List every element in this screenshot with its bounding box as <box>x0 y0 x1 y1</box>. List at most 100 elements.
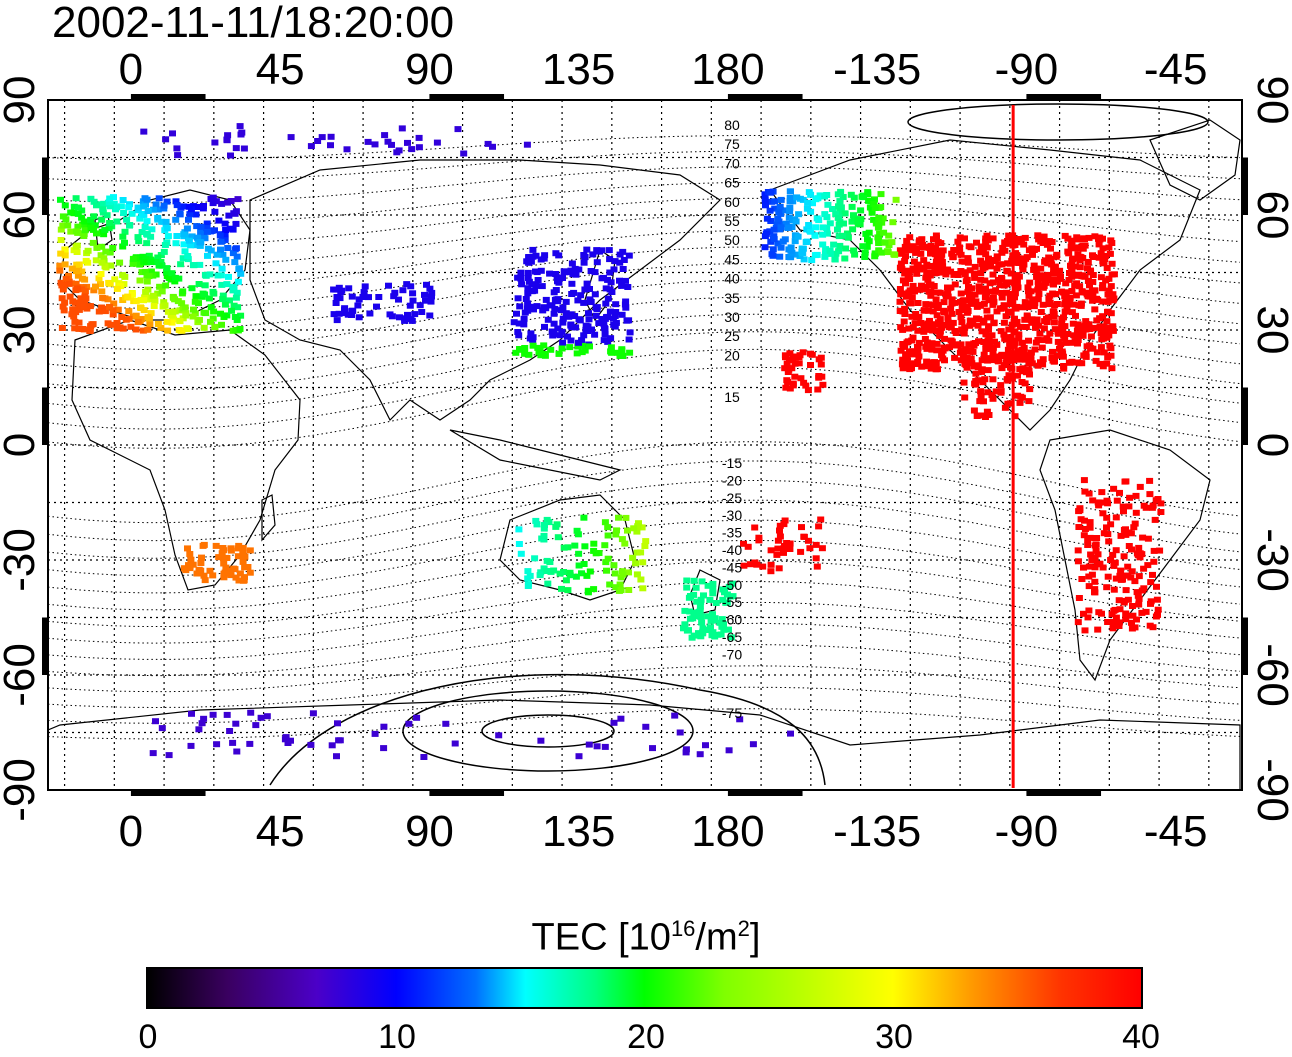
tec-point <box>837 188 845 195</box>
tec-point <box>518 281 526 288</box>
tec-point <box>239 558 247 565</box>
tec-point <box>217 246 224 253</box>
tec-point <box>1074 547 1082 554</box>
tec-point <box>586 286 593 292</box>
tec-point <box>981 277 989 284</box>
tec-point <box>209 711 217 718</box>
tec-point <box>744 543 752 550</box>
tec-point <box>360 289 368 296</box>
tec-point <box>885 232 893 239</box>
tec-point <box>198 554 205 561</box>
tec-point <box>931 251 939 258</box>
tec-point <box>795 211 803 218</box>
tec-point <box>1122 616 1130 623</box>
tec-point <box>950 271 958 278</box>
contour-label: 20 <box>724 347 740 363</box>
tec-point <box>1099 285 1106 292</box>
tec-point <box>1147 598 1155 605</box>
tec-point <box>1146 622 1154 629</box>
tec-point <box>1085 583 1093 590</box>
tec-point <box>182 312 190 319</box>
tec-point <box>881 239 889 246</box>
tec-point <box>1016 399 1024 406</box>
tec-point <box>896 298 904 305</box>
tec-point <box>1034 282 1042 289</box>
tec-point <box>783 360 791 367</box>
tec-point <box>968 285 976 292</box>
tec-point <box>533 521 541 528</box>
left-lat-label: -90 <box>0 758 44 822</box>
top-lon-label: 135 <box>542 45 615 94</box>
tec-point <box>961 271 969 278</box>
tec-point <box>1105 538 1113 545</box>
tec-point <box>909 334 917 341</box>
tec-point <box>936 316 944 323</box>
tec-point <box>179 203 187 210</box>
tec-point <box>428 289 436 296</box>
tec-point <box>201 282 209 289</box>
tec-point <box>1079 332 1087 339</box>
tec-point <box>803 205 811 212</box>
tec-point <box>903 242 911 249</box>
tec-point <box>966 356 974 363</box>
tec-point <box>523 141 531 148</box>
tec-point <box>777 244 785 251</box>
tec-point <box>1074 321 1082 328</box>
tec-point <box>1110 271 1118 278</box>
tec-point <box>1116 606 1124 613</box>
tec-point <box>460 150 468 157</box>
tec-point <box>908 313 916 320</box>
tec-point <box>591 331 599 338</box>
tec-point <box>121 228 129 235</box>
tec-point <box>1081 322 1089 329</box>
tec-point <box>97 281 104 288</box>
tec-point <box>327 133 335 140</box>
tec-point <box>223 711 231 718</box>
tec-point <box>521 309 529 316</box>
tec-point <box>791 360 799 367</box>
tec-point <box>951 354 959 361</box>
tec-point <box>196 242 204 249</box>
tec-point <box>155 195 163 202</box>
tec-point <box>861 249 869 256</box>
tec-point <box>977 276 985 283</box>
tec-point <box>221 301 229 308</box>
tec-point <box>610 266 618 273</box>
tec-point <box>996 261 1004 268</box>
tec-point <box>897 347 905 354</box>
tec-point <box>814 386 822 393</box>
tec-point <box>629 554 637 561</box>
top-lon-label: 45 <box>256 45 305 94</box>
tec-point <box>1097 344 1105 351</box>
tec-point <box>192 293 200 300</box>
tec-point <box>957 314 965 321</box>
tec-point <box>998 294 1006 301</box>
tec-point <box>190 306 197 313</box>
tec-point <box>168 319 176 326</box>
tec-point <box>1113 497 1121 504</box>
tec-point <box>78 214 86 221</box>
tec-point <box>972 370 980 377</box>
tec-point <box>776 253 784 260</box>
tec-point <box>589 251 597 258</box>
tec-point <box>99 295 107 301</box>
tec-point <box>1046 299 1054 306</box>
tec-point <box>428 293 435 300</box>
tec-point <box>817 354 825 361</box>
contour-label: 50 <box>724 232 740 248</box>
tec-point <box>901 342 909 349</box>
tec-point <box>948 310 956 317</box>
tec-point <box>87 224 95 231</box>
tec-point <box>193 570 201 577</box>
tec-point <box>57 226 65 233</box>
tec-point <box>976 398 984 405</box>
tec-point <box>67 209 75 216</box>
tec-point <box>966 317 974 324</box>
tec-point <box>879 215 887 222</box>
tec-data-points <box>56 123 1165 760</box>
tec-point <box>395 296 402 303</box>
tec-point <box>562 298 570 305</box>
tec-point <box>941 335 948 342</box>
colorbar-title-exp1: 16 <box>670 916 696 941</box>
tec-point <box>1031 346 1039 353</box>
